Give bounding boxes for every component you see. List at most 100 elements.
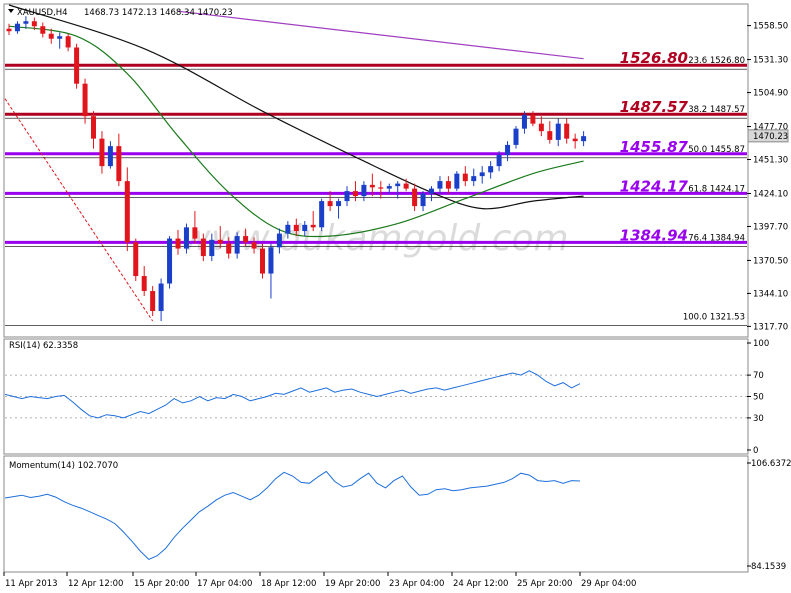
candle-body bbox=[395, 183, 401, 187]
main-panel-frame bbox=[3, 3, 749, 338]
candle-body bbox=[564, 123, 570, 139]
candle-body bbox=[293, 224, 299, 232]
x-tick-label: 25 Apr 20:00 bbox=[517, 579, 572, 589]
candle-body bbox=[513, 128, 519, 145]
x-tick-label: 12 Apr 12:00 bbox=[68, 579, 123, 589]
momentum-line bbox=[4, 470, 581, 560]
candle-body bbox=[285, 224, 291, 234]
candle-body bbox=[445, 181, 451, 189]
candle-body bbox=[403, 183, 409, 189]
current-price-label: 1470.23 bbox=[753, 132, 788, 142]
rsi-tick-label: 0 bbox=[753, 446, 758, 456]
x-tick-label: 29 Apr 04:00 bbox=[581, 579, 636, 589]
collapse-arrow-icon[interactable] bbox=[8, 9, 14, 13]
candle-body bbox=[336, 201, 342, 207]
x-tick-label: 19 Apr 20:00 bbox=[325, 579, 380, 589]
momentum-tick-label: 106.6372 bbox=[751, 459, 791, 469]
x-tick-label: 17 Apr 04:00 bbox=[197, 579, 252, 589]
candle-body bbox=[65, 36, 71, 48]
candle-body bbox=[141, 276, 147, 292]
rsi-tick-label: 100 bbox=[753, 339, 769, 349]
candle-body bbox=[23, 21, 29, 24]
momentum-tick-label: 84.1539 bbox=[751, 562, 786, 572]
candle-body bbox=[352, 191, 358, 197]
fib-level-label: 23.6 1526.80 bbox=[688, 56, 745, 66]
candle-body bbox=[167, 238, 173, 284]
candle-body bbox=[276, 233, 282, 248]
y-tick-label: 1370.50 bbox=[753, 256, 788, 266]
ohlc-readout: 1468.73 1472.13 1468.34 1470.23 bbox=[84, 8, 233, 18]
y-tick-label: 1317.70 bbox=[753, 322, 788, 332]
fib-big-label: 1455.87 bbox=[620, 138, 689, 156]
candle-body bbox=[133, 242, 139, 277]
candle-body bbox=[462, 173, 468, 182]
candle-body bbox=[158, 283, 164, 312]
candle-body bbox=[243, 236, 249, 243]
x-tick-label: 23 Apr 04:00 bbox=[389, 579, 444, 589]
fib-level-label: 61.8 1424.17 bbox=[688, 184, 745, 194]
candle-body bbox=[251, 242, 257, 249]
rsi-tick-label: 50 bbox=[753, 393, 764, 403]
y-tick-label: 1504.90 bbox=[753, 89, 788, 99]
candle-body bbox=[361, 184, 367, 197]
momentum-title: Momentum(14) 102.7070 bbox=[9, 461, 118, 471]
candle-body bbox=[82, 83, 88, 117]
rsi-tick-label: 30 bbox=[753, 414, 764, 424]
candle-body bbox=[547, 131, 553, 140]
fib-level-label: 38.2 1487.57 bbox=[688, 105, 745, 115]
candle-body bbox=[344, 191, 350, 202]
candle-body bbox=[327, 201, 333, 207]
x-tick-label: 15 Apr 20:00 bbox=[134, 579, 189, 589]
y-tick-label: 1477.70 bbox=[753, 123, 788, 133]
candle-body bbox=[124, 181, 130, 243]
candle-body bbox=[302, 224, 308, 232]
candle-body bbox=[488, 166, 494, 173]
fib-level-label: 76.4 1384.94 bbox=[688, 233, 745, 243]
candle-body bbox=[555, 123, 561, 140]
candle-body bbox=[183, 227, 189, 249]
candle-body bbox=[234, 236, 240, 254]
y-tick-label: 1424.10 bbox=[753, 189, 788, 199]
candle-body bbox=[6, 28, 12, 32]
fib-level-label: 100.0 1321.53 bbox=[683, 313, 745, 323]
candle-body bbox=[107, 146, 113, 167]
candle-body bbox=[99, 138, 105, 167]
fib-big-label: 1526.80 bbox=[620, 49, 688, 67]
candle-body bbox=[471, 176, 477, 182]
candle-body bbox=[74, 47, 80, 84]
x-tick-label: 24 Apr 12:00 bbox=[453, 579, 508, 589]
candle-body bbox=[581, 136, 587, 142]
fib-level-label: 50.0 1455.87 bbox=[688, 145, 745, 155]
symbol-label: XAUUSD,H4 bbox=[17, 8, 68, 18]
rsi-line bbox=[4, 370, 581, 419]
candle-body bbox=[496, 154, 502, 167]
candle-body bbox=[538, 123, 544, 132]
candle-body bbox=[150, 291, 156, 312]
y-tick-label: 1344.10 bbox=[753, 289, 788, 299]
candle-body bbox=[310, 224, 316, 228]
candle-body bbox=[260, 248, 265, 274]
candle-body bbox=[48, 33, 54, 39]
candle-body bbox=[530, 114, 536, 124]
candle-body bbox=[386, 186, 392, 189]
x-tick-label: 18 Apr 12:00 bbox=[261, 579, 316, 589]
candle-body bbox=[200, 238, 206, 257]
fib-big-label: 1487.57 bbox=[620, 98, 689, 116]
candle-body bbox=[429, 188, 434, 194]
candle-body bbox=[378, 187, 384, 189]
momentum-panel-frame bbox=[3, 455, 749, 573]
ma-slow-line bbox=[177, 10, 584, 60]
candle-body bbox=[454, 173, 460, 189]
candle-body bbox=[209, 239, 215, 257]
candle-body bbox=[572, 138, 578, 142]
candle-body bbox=[505, 144, 511, 155]
candle-body bbox=[521, 114, 527, 129]
y-tick-label: 1558.50 bbox=[753, 22, 788, 32]
candle-body bbox=[369, 184, 375, 188]
candle-body bbox=[412, 188, 418, 207]
candle-body bbox=[116, 146, 122, 182]
candle-body bbox=[57, 36, 63, 39]
fib-big-label: 1424.17 bbox=[620, 177, 689, 195]
trend-line bbox=[4, 98, 154, 322]
